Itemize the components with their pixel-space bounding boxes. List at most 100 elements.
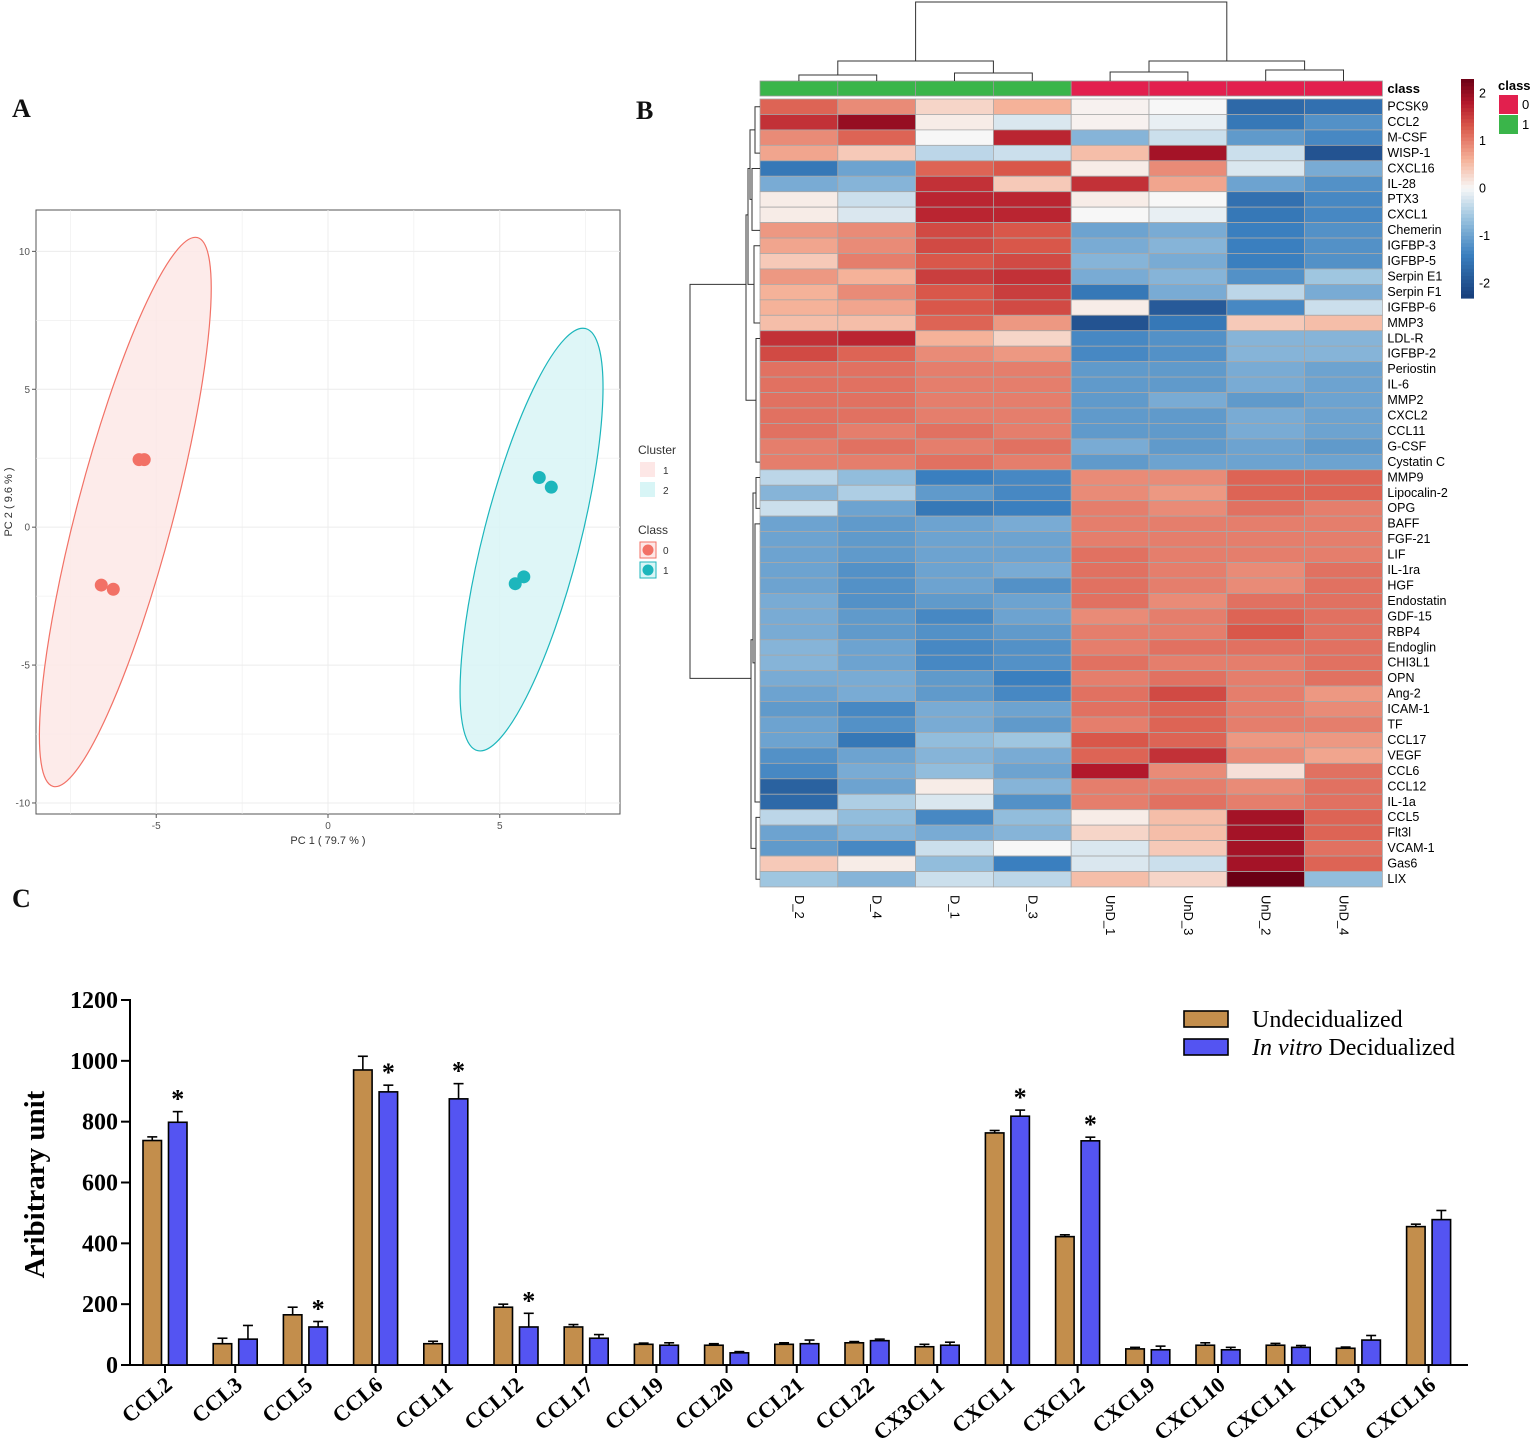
heatmap-cell-Chemerin-D_3 xyxy=(992,222,1072,239)
colorbar-step xyxy=(1461,152,1474,157)
y-tick-label: 5 xyxy=(24,385,30,396)
heatmap-cell-Lipocalin-2-UnD_3 xyxy=(1148,484,1228,502)
heatmap-cell-HGF-UnD_1 xyxy=(1070,577,1150,594)
heatmap-cell-MMP2-UnD_1 xyxy=(1070,392,1150,409)
y-tick-label: 10 xyxy=(19,247,31,258)
heatmap-cell-TF-D_1 xyxy=(915,716,994,733)
bar-CCL2-undecidualized xyxy=(142,1139,163,1366)
heatmap-cell-G-CSF-D_2 xyxy=(759,438,839,455)
row-label-CHI3L1: CHI3L1 xyxy=(1387,656,1429,670)
heatmap-cell-ICAM-1-UnD_2 xyxy=(1226,701,1305,718)
heatmap-cell-IL-6-UnD_2 xyxy=(1226,376,1305,393)
heatmap-cell-IL-1ra-D_1 xyxy=(915,562,994,579)
heatmap-cell-IGFBP-3-D_2 xyxy=(759,237,839,254)
colorbar-step xyxy=(1461,235,1474,241)
heatmap-cell-IL-1ra-UnD_3 xyxy=(1148,562,1228,579)
row-dendrogram-branch xyxy=(745,214,756,401)
colorbar-step xyxy=(1461,294,1474,299)
colorbar-step xyxy=(1461,257,1474,263)
x-tick-label-CCL3: CCL3 xyxy=(187,1372,247,1428)
legend-swatch-decidualized xyxy=(1183,1038,1229,1056)
column-dendrogram-branch xyxy=(1109,71,1189,81)
heatmap-cell-LIF-D_2 xyxy=(759,546,839,563)
class-bar-label: class xyxy=(1387,81,1420,96)
heatmap-cell-Periostin-UnD_4 xyxy=(1304,361,1383,378)
heatmap-cell-IL-1a-UnD_1 xyxy=(1070,793,1150,811)
heatmap-cell-IGFBP-3-UnD_1 xyxy=(1070,237,1150,254)
legend-label-italic: In vitro xyxy=(1251,1035,1322,1061)
heatmap-cell-PCSK9-D_2 xyxy=(759,98,839,115)
column-dendrogram-branch xyxy=(915,1,1228,61)
row-label-BAFF: BAFF xyxy=(1387,517,1419,531)
heatmap-cell-HGF-D_1 xyxy=(915,577,994,594)
colorbar-step xyxy=(1461,104,1474,109)
heatmap-cell-HGF-D_3 xyxy=(992,577,1072,594)
heatmap-cell-CHI3L1-UnD_4 xyxy=(1304,654,1383,672)
heatmap-cell-Endostatin-D_1 xyxy=(915,593,994,610)
heatmap-cell-G-CSF-UnD_3 xyxy=(1148,438,1228,455)
colorbar-step xyxy=(1461,214,1474,219)
heatmap-cell-CCL6-UnD_2 xyxy=(1226,762,1305,780)
heatmap-cell-Gas6-D_2 xyxy=(759,855,839,872)
x-tick-label-CXCL1: CXCL1 xyxy=(947,1372,1019,1438)
heatmap-cell-Chemerin-UnD_2 xyxy=(1226,222,1305,239)
heatmap-cell-ICAM-1-D_3 xyxy=(992,701,1072,718)
heatmap-cell-Periostin-UnD_2 xyxy=(1226,361,1305,378)
heatmap-cell-BAFF-UnD_2 xyxy=(1226,515,1305,533)
colorbar-step xyxy=(1461,210,1474,215)
row-label-IL-1ra: IL-1ra xyxy=(1387,563,1420,577)
heatmap-cell-MMP3-D_4 xyxy=(837,314,917,332)
heatmap-cell-IL-1ra-D_2 xyxy=(759,562,839,579)
row-label-IGFBP-2: IGFBP-2 xyxy=(1387,347,1436,361)
significance-marker-CCL6: * xyxy=(382,1058,395,1087)
heatmap-cell-MMP3-UnD_2 xyxy=(1226,314,1305,332)
heatmap-cell-CXCL2-UnD_2 xyxy=(1226,407,1305,424)
heatmap-cell-ICAM-1-D_1 xyxy=(915,701,994,718)
heatmap-cell-Serpin E1-UnD_3 xyxy=(1148,268,1228,285)
heatmap-cell-RBP4-D_4 xyxy=(837,623,917,641)
heatmap-cell-CCL17-D_1 xyxy=(915,732,994,749)
panel-label-c: C xyxy=(12,884,31,913)
row-label-HGF: HGF xyxy=(1387,578,1414,592)
column-label-D_4: D_4 xyxy=(870,895,885,919)
heatmap-cell-Serpin F1-UnD_4 xyxy=(1304,283,1383,301)
heatmap-cell-IL-1a-UnD_4 xyxy=(1304,793,1383,811)
bar-CXCL9-undecidualized xyxy=(1125,1348,1146,1366)
heatmap-cell-FGF-21-D_4 xyxy=(837,531,917,548)
heatmap-cell-PTX3-UnD_3 xyxy=(1148,191,1228,208)
bar-CCL20-undecidualized xyxy=(703,1344,724,1366)
heatmap-cell-IL-28-D_1 xyxy=(915,175,994,193)
bar-CCL19-undecidualized xyxy=(633,1343,654,1366)
legend-title-class: Class xyxy=(638,523,668,537)
heatmap-cell-M-CSF-D_4 xyxy=(837,129,917,146)
heatmap-cell-MMP2-D_3 xyxy=(992,392,1072,409)
heatmap-cell-MMP9-D_3 xyxy=(992,469,1072,486)
colorbar-step xyxy=(1461,100,1474,106)
heatmap-cell-CCL5-UnD_2 xyxy=(1226,809,1305,826)
heatmap-cell-Flt3l-D_4 xyxy=(837,824,917,842)
bar-CCL22-decidualized xyxy=(869,1339,890,1366)
heatmap-cell-CCL12-UnD_4 xyxy=(1304,778,1383,795)
heatmap-cell-PTX3-D_1 xyxy=(915,191,994,208)
bar-CXCL11-decidualized xyxy=(1290,1346,1311,1366)
data-point-2 xyxy=(94,578,108,592)
heatmap-cell-LDL-R-D_3 xyxy=(992,330,1072,347)
x-tick-label-CCL19: CCL19 xyxy=(600,1372,669,1435)
bar-CCL21-undecidualized xyxy=(773,1343,795,1366)
heatmap-cell-Endoglin-UnD_1 xyxy=(1070,639,1150,656)
row-label-OPG: OPG xyxy=(1387,501,1415,515)
heatmap-cell-CCL12-UnD_3 xyxy=(1148,778,1228,795)
heatmap-cell-HGF-D_4 xyxy=(837,577,917,594)
heatmap-cell-Ang-2-UnD_3 xyxy=(1148,685,1228,702)
heatmap-cell-Gas6-UnD_4 xyxy=(1304,855,1383,872)
class-bar-UnD_4 xyxy=(1304,80,1383,97)
bar-CCL12-undecidualized xyxy=(493,1306,514,1366)
column-label-D_3: D_3 xyxy=(1025,895,1040,919)
heatmap-cell-IGFBP-5-D_3 xyxy=(992,253,1072,270)
heatmap-cell-LDL-R-UnD_1 xyxy=(1070,330,1150,347)
heatmap-cell-CCL11-UnD_2 xyxy=(1226,423,1305,440)
heatmap-cell-OPN-D_3 xyxy=(992,670,1072,687)
class-bar-D_3 xyxy=(992,80,1072,97)
colorbar-step xyxy=(1461,239,1474,244)
heatmap-cell-BAFF-D_3 xyxy=(992,515,1072,533)
